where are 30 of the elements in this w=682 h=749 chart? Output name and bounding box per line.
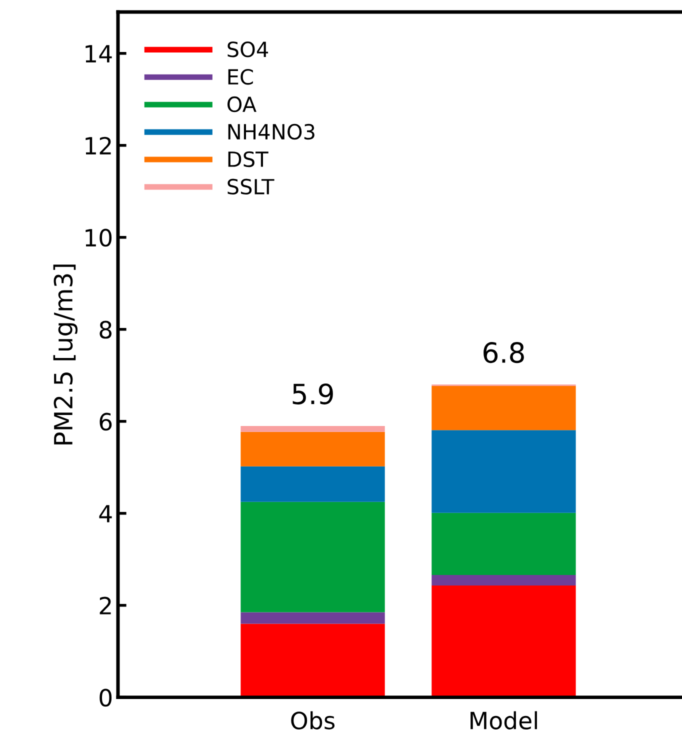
y-tick-label: 12 <box>86 136 111 154</box>
bar <box>240 426 385 432</box>
legend-label: SO4 <box>228 42 268 58</box>
bar <box>240 502 385 612</box>
legend-label: OA <box>227 96 256 112</box>
legend-label: EC <box>228 68 253 85</box>
total-label: 5.9 <box>292 383 333 404</box>
bar <box>432 512 576 575</box>
y-tick-label: 2 <box>100 596 111 614</box>
y-tick-label: 10 <box>86 228 112 247</box>
bar <box>240 466 385 502</box>
legend-label: DST <box>228 151 268 168</box>
bar <box>432 386 576 430</box>
bar <box>432 574 576 586</box>
bar <box>432 586 576 698</box>
y-tick-label: 8 <box>100 320 112 339</box>
bar <box>240 432 385 466</box>
x-tick-label: Obs <box>291 711 335 730</box>
bar <box>432 430 576 513</box>
y-tick-label: 14 <box>86 45 112 62</box>
bar <box>240 624 385 698</box>
y-axis-title: PM2.5 [ug/m3] <box>53 264 78 444</box>
bar <box>240 612 385 624</box>
y-tick-label: 4 <box>99 505 112 522</box>
total-label: 6.8 <box>484 342 524 364</box>
legend-label: SSLT <box>228 178 274 195</box>
x-tick-label: Model <box>470 711 537 730</box>
y-tick-label: 0 <box>100 688 112 707</box>
y-tick-label: 6 <box>100 412 112 431</box>
legend-label: NH4NO3 <box>228 124 314 140</box>
